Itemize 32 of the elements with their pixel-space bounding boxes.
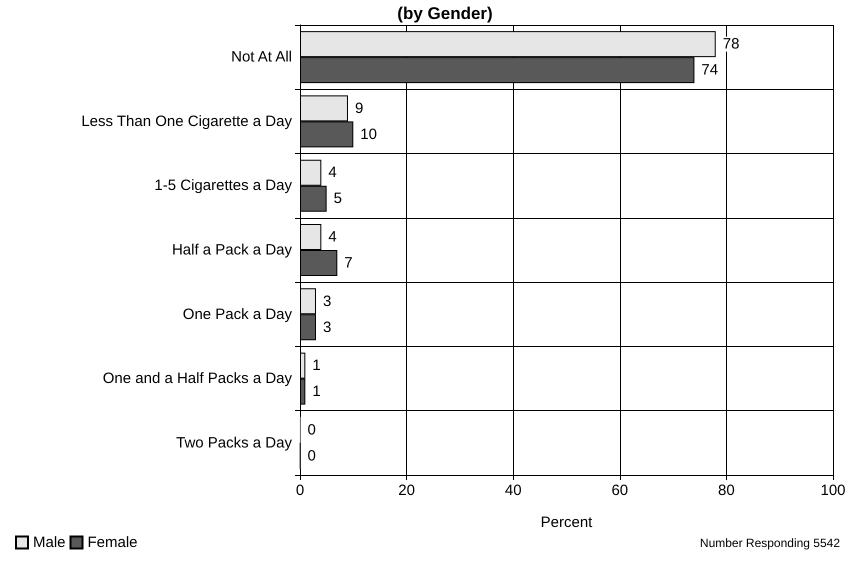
legend-label: Female [88,534,138,551]
x-tick-label: 100 [820,482,846,499]
y-tick-label: Less Than One Cigarette a Day [81,112,292,130]
data-label: 10 [360,126,377,143]
data-label: 3 [322,292,332,310]
data-label: 5 [334,190,342,208]
data-label: 1 [312,383,321,400]
data-label: 78 [722,36,740,53]
data-label: 4 [328,228,337,246]
x-tick-label: 0 [296,482,304,499]
y-tick-label: One Pack a Day [182,306,292,323]
data-label: 0 [308,421,316,438]
data-label: 3 [322,318,332,336]
data-label: 74 [701,62,718,79]
data-label: 0 [308,447,316,464]
data-label: 9 [354,100,364,117]
chart-title: (by Gender) [397,4,493,23]
text: Number Responding 5542 [700,536,840,550]
y-tick-label: One and a Half Packs a Day [102,370,292,388]
x-tick-label: 80 [718,482,735,499]
x-tick-label: 60 [611,482,628,499]
legend-label: Male [33,534,66,551]
x-tick-label: 40 [504,482,522,499]
x-axis-title: Percent [540,514,594,531]
data-label: 1 [312,357,321,374]
data-label: 4 [328,164,337,182]
y-tick-label: Not At All [231,48,292,66]
x-tick-label: 20 [398,482,415,499]
y-tick-label: Half a Pack a Day [172,242,292,258]
data-label: 7 [344,254,353,272]
y-tick-label: 1-5 Cigarettes a Day [154,177,292,194]
y-tick-label: Two Packs a Day [176,434,292,452]
